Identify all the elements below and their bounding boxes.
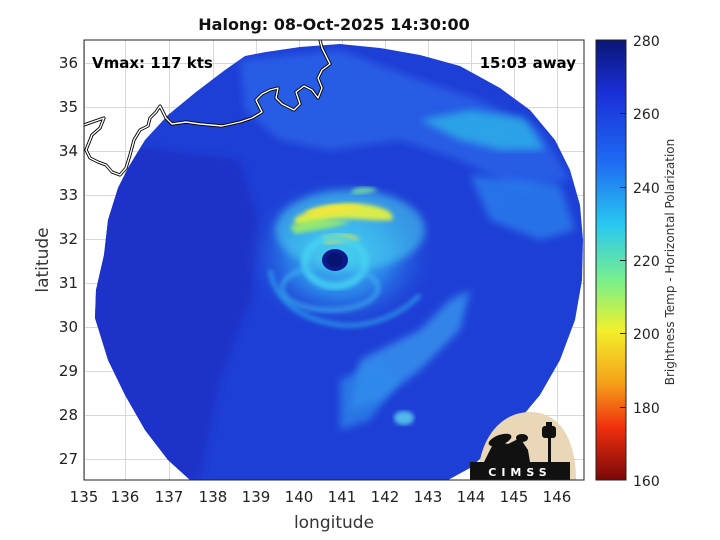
y-tick: 31	[59, 274, 78, 292]
y-tick: 33	[59, 186, 78, 204]
x-axis: 135 136 137 138 139 140 141 142 143 144 …	[70, 488, 572, 533]
colorbar-label: Brightness Temp - Horizontal Polarizatio…	[663, 139, 677, 386]
x-tick: 140	[285, 488, 314, 506]
map-plot-area: Vmax: 117 kts 15:03 away CIMSS	[83, 39, 585, 481]
x-tick: 137	[155, 488, 184, 506]
vmax-label: Vmax: 117 kts	[92, 54, 213, 72]
x-tick: 135	[70, 488, 99, 506]
colorbar-tick: 160	[633, 474, 660, 490]
x-tick: 143	[414, 488, 443, 506]
cimss-logo-text: CIMSS	[488, 466, 551, 479]
time-away-label: 15:03 away	[480, 54, 577, 72]
y-tick: 32	[59, 230, 78, 248]
x-tick: 145	[500, 488, 529, 506]
map-title: Halong: 08-Oct-2025 14:30:00	[198, 15, 469, 34]
y-tick: 27	[59, 450, 78, 468]
cimss-logo: CIMSS	[470, 412, 576, 480]
y-tick: 30	[59, 318, 78, 336]
x-tick: 136	[111, 488, 140, 506]
colorbar-tick: 220	[633, 254, 660, 270]
colorbar: 280 260 240 220 200 180 160 Brightness T…	[595, 34, 677, 490]
colorbar-tick: 280	[633, 34, 660, 50]
y-tick: 35	[59, 98, 78, 116]
x-tick: 138	[199, 488, 228, 506]
y-axis-label: latitude	[33, 227, 53, 292]
x-tick: 142	[371, 488, 400, 506]
y-axis: 36 35 34 33 32 31 30 29 28 27 latitude	[33, 54, 78, 468]
y-tick: 29	[59, 362, 78, 380]
x-tick: 139	[242, 488, 271, 506]
x-tick: 141	[328, 488, 357, 506]
x-tick: 144	[457, 488, 486, 506]
colorbar-tick: 240	[633, 181, 660, 197]
colorbar-tick: 260	[633, 107, 660, 123]
y-tick: 28	[59, 406, 78, 424]
x-axis-label: longitude	[294, 513, 374, 533]
y-tick: 36	[59, 54, 78, 72]
colorbar-tick: 200	[633, 327, 660, 343]
colorbar-tick: 180	[633, 401, 660, 417]
x-tick: 146	[543, 488, 572, 506]
y-tick: 34	[59, 142, 78, 160]
microwave-swath	[84, 40, 583, 480]
